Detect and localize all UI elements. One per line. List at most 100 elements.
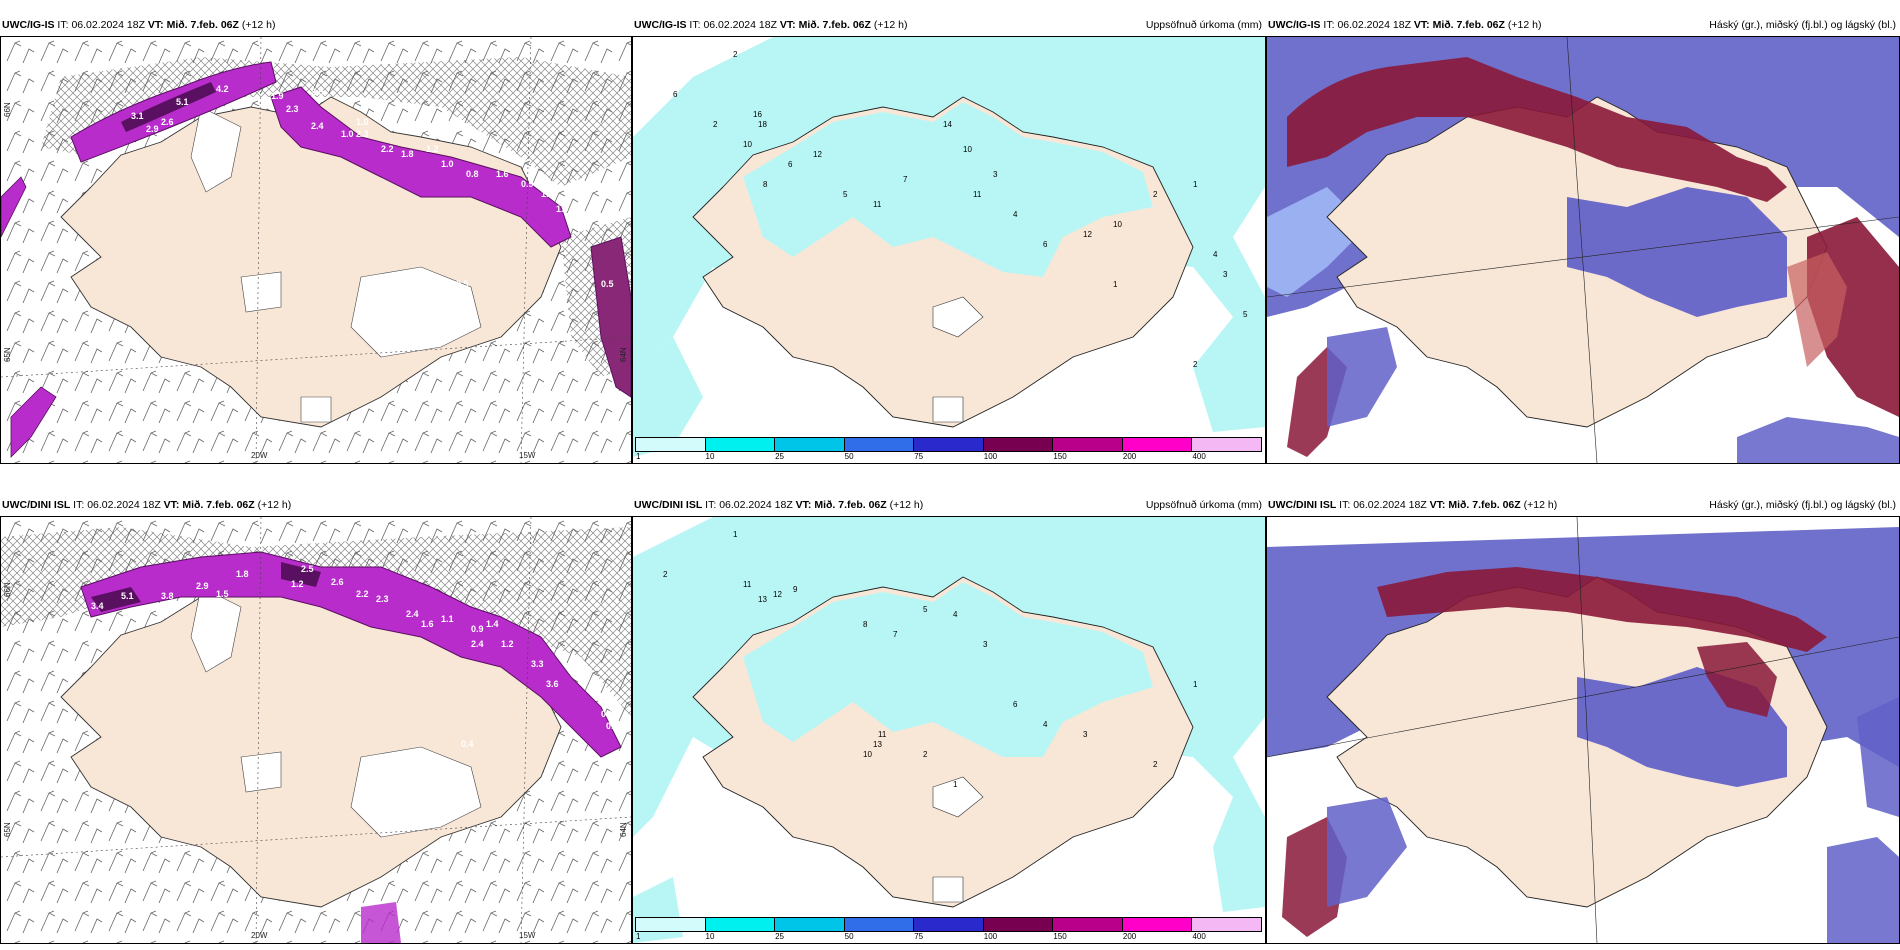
value-label: 10 bbox=[1113, 220, 1122, 229]
value-label: 6 bbox=[1013, 700, 1018, 709]
legend-label: 25 bbox=[775, 452, 785, 461]
lat-tick: 65N bbox=[3, 822, 12, 837]
lon-tick: 20W bbox=[251, 931, 268, 940]
value-label: 5.1 bbox=[176, 97, 189, 107]
value-label: 0.9 bbox=[471, 624, 484, 634]
value-label: 12 bbox=[773, 590, 782, 599]
legend-label: 50 bbox=[844, 452, 854, 461]
snow-band-core bbox=[121, 82, 216, 132]
cloud-high-east-fringe bbox=[1787, 252, 1847, 367]
lat-tick: 66N bbox=[3, 102, 12, 117]
panel-header: UWC/IG-IS IT: 06.02.2024 18Z VT: Mið. 7.… bbox=[0, 14, 632, 36]
cloud-low-south bbox=[1737, 417, 1899, 463]
lat-tick: 66N bbox=[3, 582, 12, 597]
value-label: 1.0 bbox=[356, 117, 369, 127]
legend-label: 100 bbox=[983, 932, 998, 941]
value-label: 2.4 bbox=[311, 121, 324, 131]
panel-header: UWC/DINI ISL IT: 06.02.2024 18Z VT: Mið.… bbox=[0, 494, 632, 516]
legend-swatch bbox=[1191, 437, 1262, 452]
value-label: 1.9 bbox=[271, 91, 284, 101]
value-label: 11 bbox=[973, 190, 982, 199]
snow-band-core bbox=[91, 587, 141, 612]
value-label: 5 bbox=[923, 605, 928, 614]
value-label: 1.8 bbox=[236, 569, 249, 579]
value-label: 1 bbox=[1193, 180, 1198, 189]
cloud-map bbox=[1267, 37, 1899, 463]
legend-swatch bbox=[913, 917, 984, 932]
snow-map: 4.25.13.12.92.61.92.32.51.01.02.42.32.2 1… bbox=[1, 37, 631, 463]
vt-value: Mið. 7.feb. 06Z bbox=[1432, 19, 1505, 31]
vt-label: VT: bbox=[795, 499, 812, 511]
legend-label: 75 bbox=[914, 452, 924, 461]
legend-label: 200 bbox=[1122, 452, 1137, 461]
snow-band-sw bbox=[10, 386, 57, 458]
legend-label: 10 bbox=[705, 932, 715, 941]
value-label: 11 bbox=[878, 730, 887, 739]
value-label: 10 bbox=[863, 750, 872, 759]
value-label: 1.2 bbox=[501, 639, 514, 649]
legend-swatch bbox=[635, 437, 706, 452]
value-label: 12 bbox=[1083, 230, 1092, 239]
snow-band bbox=[70, 61, 277, 163]
value-label: 12 bbox=[813, 150, 822, 159]
it-label: IT: bbox=[57, 19, 69, 31]
snow-band-nw bbox=[1, 176, 27, 238]
cloud-high bbox=[1377, 567, 1827, 652]
legend-label: 100 bbox=[983, 452, 998, 461]
value-label: 1.4 bbox=[486, 619, 499, 629]
value-label: 11 bbox=[873, 200, 882, 209]
legend-label: 150 bbox=[1053, 932, 1067, 941]
panel-r1c1: UWC/IG-IS IT: 06.02.2024 18Z VT: Mið. 7.… bbox=[0, 14, 632, 464]
value-label: 3 bbox=[993, 170, 998, 179]
model-name: UWC/IG-IS bbox=[2, 19, 55, 31]
value-label: 1.0 bbox=[556, 204, 569, 214]
legend-swatch bbox=[635, 917, 706, 932]
value-label: 13 bbox=[873, 740, 882, 749]
value-label: 2 bbox=[1193, 360, 1198, 369]
value-label: 4 bbox=[1213, 250, 1218, 259]
value-label: 2.2 bbox=[356, 589, 369, 599]
value-label: 3.6 bbox=[546, 679, 559, 689]
legend-label: 400 bbox=[1192, 932, 1206, 941]
vt-label: VT: bbox=[147, 19, 164, 31]
value-label: 0.8 bbox=[466, 169, 479, 179]
panel-r2c2: UWC/DINI ISL IT: 06.02.2024 18Z VT: Mið.… bbox=[632, 494, 1266, 944]
vt-label: VT: bbox=[1413, 19, 1430, 31]
value-label: 2.9 bbox=[146, 124, 159, 134]
panel-header: UWC/IG-IS IT: 06.02.2024 18Z VT: Mið. 7.… bbox=[1266, 14, 1900, 36]
value-label: 1.6 bbox=[421, 619, 434, 629]
legend-label: 50 bbox=[844, 932, 854, 941]
value-label: 4 bbox=[953, 610, 958, 619]
cloud-mid-land bbox=[1567, 187, 1787, 317]
snow-map: 3.45.1 3.82.91.51.8 2.51.2 2.62.2 2.32.41.6 1… bbox=[1, 517, 631, 943]
value-label: 3.4 bbox=[91, 601, 104, 611]
vt-value: Mið. 7.feb. 06Z bbox=[798, 19, 871, 31]
legend-swatch bbox=[704, 917, 776, 932]
lead-time: (+12 h) bbox=[889, 499, 924, 511]
legend-label: 200 bbox=[1122, 932, 1137, 941]
value-label: 2.3 bbox=[356, 129, 369, 139]
value-label: 6 bbox=[1043, 240, 1048, 249]
value-label: 5 bbox=[1243, 310, 1248, 319]
value-label: 8 bbox=[763, 180, 768, 189]
value-label: 13 bbox=[758, 595, 767, 604]
lead-time: (+12 h) bbox=[1523, 499, 1558, 511]
glacier-white bbox=[300, 396, 332, 423]
value-label: 6 bbox=[788, 160, 793, 169]
cloud-high bbox=[1287, 57, 1787, 202]
value-label: 1.0 bbox=[341, 129, 354, 139]
value-label: 8 bbox=[863, 620, 868, 629]
vt-value: Mið. 7.feb. 06Z bbox=[182, 499, 255, 511]
map-area: 1 2 11 13 12 9 8 7 5 4 3 13 11 10 2 1 6 4 3 2 1 1 10 25 50 75 100… bbox=[632, 516, 1266, 944]
model-name: UWC/IG-IS bbox=[634, 19, 687, 31]
value-label: 4 bbox=[1013, 210, 1018, 219]
precip-legend: 1 10 25 50 75 100 150 200 400 bbox=[635, 437, 1262, 461]
panel-title: Háský (gr.), miðský (fj.bl.) og lágský (… bbox=[1709, 19, 1896, 31]
lon-tick: 15W bbox=[519, 451, 536, 460]
legend-swatch bbox=[704, 437, 776, 452]
value-label: 1 bbox=[1113, 280, 1118, 289]
it-label: IT: bbox=[1323, 19, 1335, 31]
legend-label: 25 bbox=[775, 932, 785, 941]
